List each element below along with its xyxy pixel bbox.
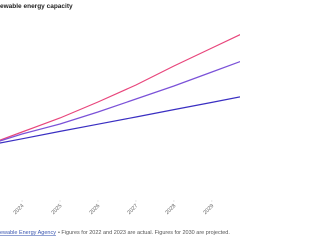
- x-tick-label: 2028: [164, 203, 177, 216]
- x-axis: 2024 2025 2026 2027 2028 2029: [13, 200, 215, 216]
- footer: ewable Energy Agency • Figures for 2022 a…: [0, 230, 230, 236]
- x-tick-label: 2025: [51, 203, 64, 216]
- x-tick-label: 2026: [88, 203, 101, 216]
- series-line: [0, 34, 240, 141]
- series-line: [0, 96, 240, 144]
- x-tick-label: 2024: [13, 203, 26, 216]
- chart-title: ewable energy capacity: [0, 3, 73, 10]
- x-tick-label: 2029: [202, 203, 215, 216]
- footer-note: • Figures for 2022 and 2023 are actual. …: [58, 230, 230, 236]
- chart: ewable energy capacity 2024 2025 2026 2027 2…: [0, 3, 240, 236]
- series-line: [0, 60, 240, 142]
- source-link[interactable]: ewable Energy Agency: [0, 230, 56, 236]
- x-tick-label: 2027: [126, 203, 139, 216]
- plot-area: [0, 34, 240, 144]
